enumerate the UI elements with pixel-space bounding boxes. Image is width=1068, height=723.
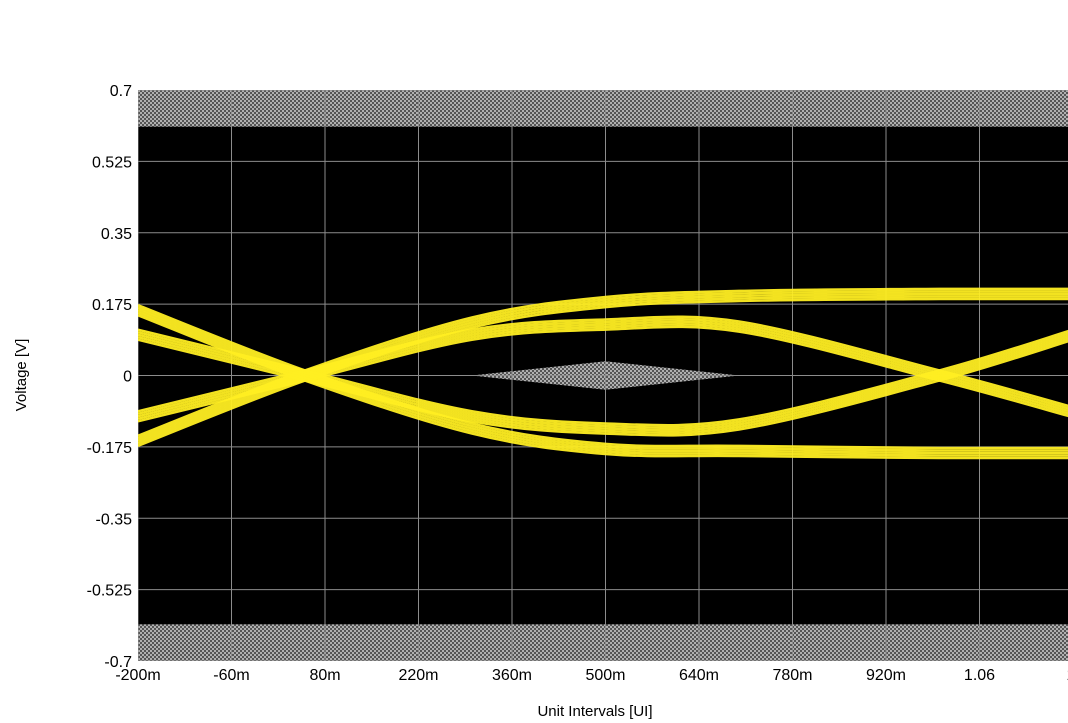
x-tick-label: 1. (1066, 667, 1068, 684)
y-tick-label: 0.7 (110, 83, 132, 100)
y-tick-label: 0.35 (101, 226, 132, 243)
bottom-mask (138, 624, 1068, 661)
x-tick-label: -60m (213, 667, 249, 684)
x-tick-label: 780m (772, 667, 812, 684)
y-tick-label: 0 (123, 369, 132, 386)
eye-trace-line (138, 330, 1068, 430)
y-tick-label: -0.175 (87, 440, 132, 457)
y-axis-label: Voltage [V] (13, 339, 30, 412)
y-tick-label: -0.7 (104, 654, 132, 671)
y-tick-label: 0.175 (92, 297, 132, 314)
x-tick-label: 360m (492, 667, 532, 684)
x-tick-label: 80m (309, 667, 340, 684)
x-tick-label: 220m (398, 667, 438, 684)
x-axis-label: Unit Intervals [UI] (537, 703, 652, 720)
eye-trace-line (138, 335, 1068, 435)
x-tick-label: 1.06 (964, 667, 995, 684)
eye-trace-line (138, 328, 1068, 427)
x-tick-label: 640m (679, 667, 719, 684)
eye-trace-line (138, 333, 1068, 432)
x-tick-label: 920m (866, 667, 906, 684)
y-tick-label: 0.525 (92, 154, 132, 171)
y-tick-label: -0.525 (87, 583, 132, 600)
x-tick-label: 500m (585, 667, 625, 684)
y-tick-label: -0.35 (96, 511, 133, 528)
eye-trace-line (138, 338, 1068, 437)
x-tick-label: -200m (115, 667, 160, 684)
top-mask (138, 90, 1068, 127)
